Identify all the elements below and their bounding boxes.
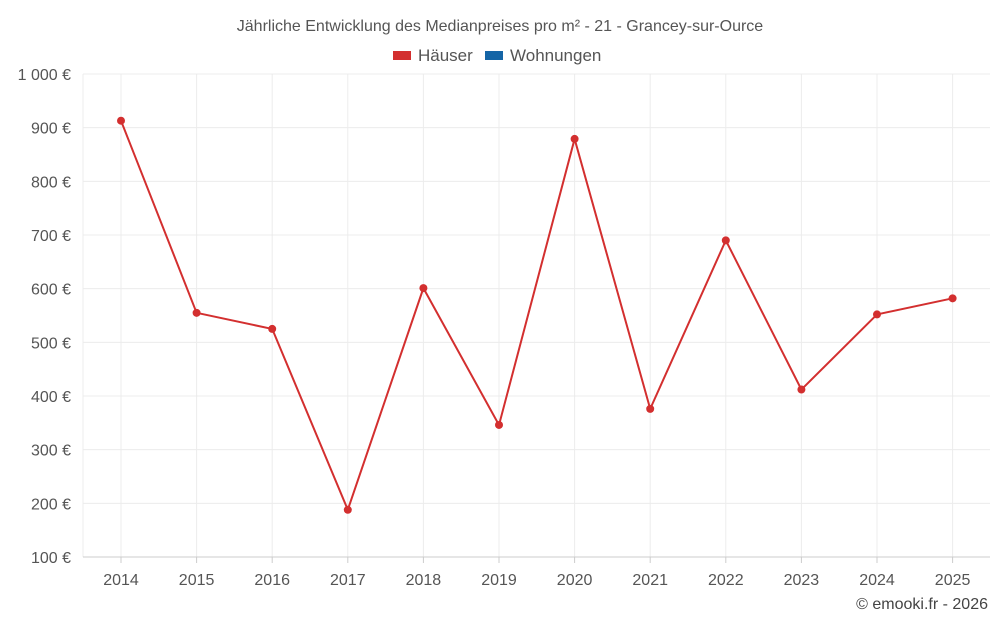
data-point-2017[interactable] xyxy=(343,505,352,514)
y-tick-label: 500 € xyxy=(31,335,71,352)
legend-label-wohnungen[interactable]: Wohnungen xyxy=(510,46,601,65)
y-tick-label: 300 € xyxy=(31,443,71,460)
grid xyxy=(82,73,990,557)
x-tick-label: 2022 xyxy=(708,572,744,589)
x-tick-label: 2016 xyxy=(254,572,290,589)
legend-swatch-haeuser[interactable] xyxy=(393,51,411,60)
x-tick-label: 2015 xyxy=(179,572,215,589)
chart-title: Jährliche Entwicklung des Medianpreises … xyxy=(237,18,764,35)
y-tick-label: 100 € xyxy=(31,550,71,567)
y-tick-label: 600 € xyxy=(31,282,71,299)
x-tick-label: 2019 xyxy=(481,572,517,589)
x-tick-label: 2023 xyxy=(784,572,820,589)
x-tick-label: 2020 xyxy=(557,572,593,589)
series-line-haeuser xyxy=(120,120,953,511)
y-tick-label: 900 € xyxy=(31,121,71,138)
data-point-2021[interactable] xyxy=(646,404,655,413)
legend: Häuser Wohnungen xyxy=(393,46,601,65)
data-point-2023[interactable] xyxy=(797,385,806,394)
legend-swatch-wohnungen[interactable] xyxy=(485,51,503,60)
data-point-2019[interactable] xyxy=(495,420,503,429)
x-tick-label: 2017 xyxy=(330,572,366,589)
x-tick-label: 2025 xyxy=(935,572,971,589)
data-point-2020[interactable] xyxy=(570,134,579,143)
data-point-2025[interactable] xyxy=(948,294,957,303)
y-tick-label: 1 000 € xyxy=(18,67,71,84)
y-tick-label: 700 € xyxy=(31,228,71,245)
x-tick-label: 2021 xyxy=(632,572,668,589)
data-point-2022[interactable] xyxy=(721,236,730,245)
legend-label-haeuser[interactable]: Häuser xyxy=(418,46,473,65)
y-tick-label: 800 € xyxy=(31,174,71,191)
x-axis-ticks: 2014 2015 2016 2017 2018 2019 2020 2021 2022 2023… xyxy=(103,557,970,589)
x-tick-label: 2018 xyxy=(406,572,442,589)
data-point-2018[interactable] xyxy=(419,284,428,293)
credit: © emooki.fr - 2026 xyxy=(856,596,988,613)
y-axis-ticks: 100 € 200 € 300 € 400 € 500 € 600 € 700 € 800 €… xyxy=(18,67,71,567)
data-point-2024[interactable] xyxy=(873,310,881,319)
y-tick-label: 200 € xyxy=(31,496,71,513)
series-haeuser xyxy=(117,116,957,514)
y-tick-label: 400 € xyxy=(31,389,71,406)
data-point-2014[interactable] xyxy=(117,116,125,125)
x-tick-label: 2024 xyxy=(859,572,895,589)
data-point-2015[interactable] xyxy=(192,308,201,317)
x-tick-label: 2014 xyxy=(103,572,139,589)
data-point-2016[interactable] xyxy=(268,324,277,333)
